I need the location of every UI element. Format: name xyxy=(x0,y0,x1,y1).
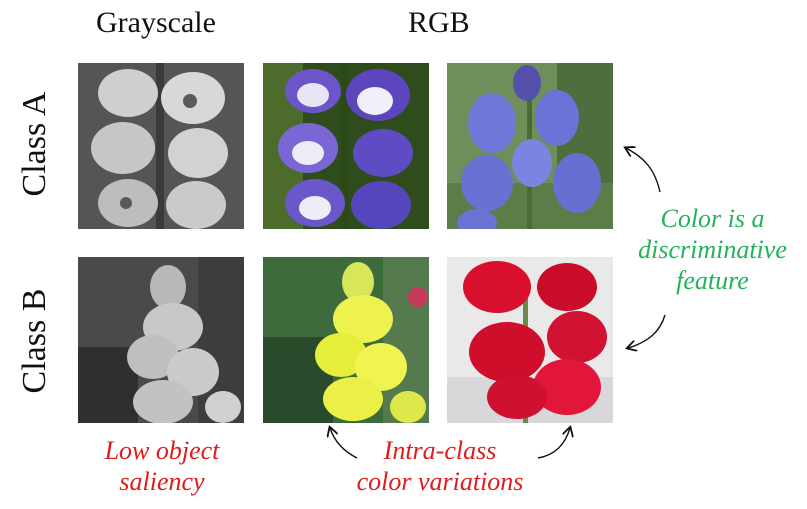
class-a-rgb-purple-image xyxy=(263,63,429,229)
class-a-grayscale-image xyxy=(78,63,244,229)
row-label-class-a: Class A xyxy=(16,91,53,197)
row-label-class-b: Class B xyxy=(16,288,53,394)
annotation-color-feature-line1: Color is a xyxy=(660,204,765,233)
annotation-low-saliency-line2: saliency xyxy=(119,467,205,496)
annotation-low-saliency: Low object saliency xyxy=(78,435,246,497)
annotation-color-feature-line2: discriminative xyxy=(638,235,787,264)
annotation-intra-class-line2: color variations xyxy=(356,467,524,496)
arrow-to-class-b xyxy=(628,314,666,348)
arrow-to-class-a xyxy=(626,148,661,193)
annotation-color-feature: Color is a discriminative feature xyxy=(620,203,805,296)
class-a-rgb-blue-image xyxy=(447,63,613,229)
annotation-intra-class: Intra-class color variations xyxy=(330,435,550,497)
class-b-rgb-yellow-image xyxy=(263,257,429,423)
header-grayscale: Grayscale xyxy=(96,6,216,39)
annotation-intra-class-line1: Intra-class xyxy=(383,436,497,465)
annotation-low-saliency-line1: Low object xyxy=(104,436,220,465)
annotation-color-feature-line3: feature xyxy=(676,266,749,295)
class-b-grayscale-image xyxy=(78,257,244,423)
class-b-rgb-red-image xyxy=(447,257,613,423)
header-rgb: RGB xyxy=(408,6,470,39)
